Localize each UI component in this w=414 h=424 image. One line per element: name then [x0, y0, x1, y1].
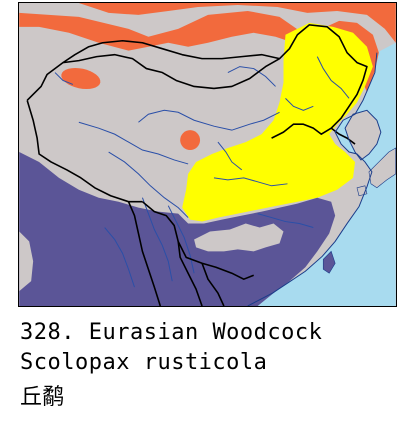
japan-land: [368, 147, 396, 189]
range-map-svg: [19, 3, 396, 306]
species-common-name: Eurasian Woodcock: [88, 320, 323, 345]
breeding-range-topbar: [78, 3, 396, 43]
species-scientific-name: Scolopax rusticola: [20, 350, 268, 375]
non-range-patch-southwest: [19, 231, 34, 292]
migration-range: [182, 22, 373, 222]
korea-land: [345, 110, 381, 160]
range-map: [18, 2, 397, 307]
rivers: [54, 56, 350, 288]
coastlines: [247, 52, 382, 306]
species-title-line: 328. Eurasian Woodcock: [20, 320, 322, 345]
wintering-range: [19, 152, 336, 306]
taiwan-land: [322, 250, 336, 274]
species-number: 328.: [20, 320, 75, 345]
breeding-patch-central: [180, 130, 201, 151]
breeding-range-north: [19, 10, 379, 93]
non-range-patch-south: [194, 223, 284, 252]
species-chinese-name: 丘鹬: [20, 385, 65, 410]
country-borders: [26, 24, 368, 306]
